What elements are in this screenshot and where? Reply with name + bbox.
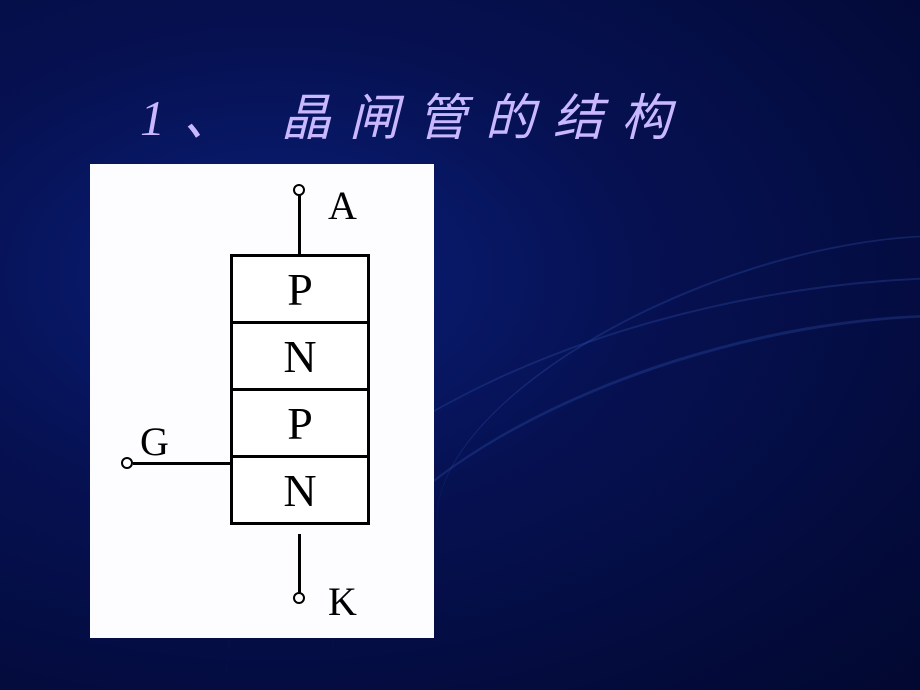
layer-2: P	[230, 388, 370, 458]
bg-swoosh	[390, 159, 920, 680]
layer-3: N	[230, 455, 370, 525]
gate-label: G	[140, 418, 169, 465]
layer-1: N	[230, 321, 370, 391]
slide-title: 1、晶闸管的结构	[140, 78, 689, 150]
anode-terminal	[293, 184, 305, 196]
cathode-label: K	[328, 578, 357, 625]
anode-label: A	[328, 182, 357, 229]
cathode-terminal	[293, 592, 305, 604]
anode-wire	[298, 194, 301, 254]
cathode-wire	[298, 534, 301, 594]
layer-0: P	[230, 254, 370, 324]
title-text: 晶闸管的结构	[281, 90, 689, 146]
pnpn-stack: P N P N	[230, 254, 370, 525]
gate-terminal	[121, 457, 133, 469]
thyristor-structure-diagram: A P N P N G K	[90, 164, 434, 638]
title-number: 1、	[140, 90, 251, 146]
